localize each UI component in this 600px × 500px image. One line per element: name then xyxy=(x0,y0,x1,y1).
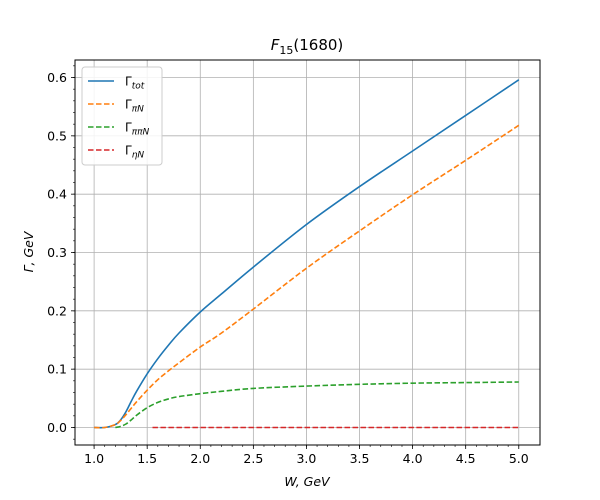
legend-label: ΓππN xyxy=(125,121,150,138)
y-tick-label: 0.1 xyxy=(47,362,67,377)
legend-label: ΓπN xyxy=(125,98,144,115)
y-tick-label: 0.3 xyxy=(47,245,67,260)
y-tick-label: 0.2 xyxy=(47,303,67,318)
y-tick-label: 0.4 xyxy=(47,187,67,202)
x-tick-label: 4.0 xyxy=(403,451,423,466)
chart-title: F15(1680) xyxy=(271,36,344,57)
y-ticks: 0.0 0.1 0.2 0.3 0.4 0.5 0.6 xyxy=(47,65,75,440)
x-tick-label: 2.5 xyxy=(243,451,263,466)
legend-label-main: Γ xyxy=(125,121,132,135)
series-line-N xyxy=(115,381,519,429)
legend-label-main: Γ xyxy=(125,144,132,158)
title-main: F xyxy=(271,36,280,54)
legend-label-subscript: ηN xyxy=(132,151,145,161)
x-axis-label: W, GeV xyxy=(284,474,331,489)
x-tick-label: 1.5 xyxy=(137,451,157,466)
legend-label: ΓηN xyxy=(125,144,144,161)
legend-box xyxy=(81,66,163,166)
title-subscript: 15 xyxy=(279,44,293,57)
y-tick-label: 0.0 xyxy=(47,420,67,435)
legend-label-subscript: ππN xyxy=(132,128,150,138)
x-ticks: 1.0 1.5 2.0 2.5 3.0 3.5 4.0 4.5 5.0 xyxy=(84,445,529,466)
series-layer xyxy=(94,79,520,429)
series-line-N xyxy=(94,124,520,429)
title-rest: (1680) xyxy=(293,36,343,54)
y-tick-label: 0.6 xyxy=(47,70,67,85)
legend-label-main: Γ xyxy=(125,75,132,89)
x-tick-label: 3.0 xyxy=(296,451,316,466)
x-tick-label: 2.0 xyxy=(190,451,210,466)
legend-label-main: Γ xyxy=(125,98,132,112)
grid-layer xyxy=(75,60,540,445)
legend-label-subscript: πN xyxy=(132,105,144,115)
x-tick-label: 4.5 xyxy=(456,451,476,466)
legend-label: Γtot xyxy=(125,75,145,92)
y-axis-label: Γ, GeV xyxy=(21,230,36,272)
x-tick-label: 5.0 xyxy=(509,451,529,466)
x-tick-label: 1.0 xyxy=(84,451,104,466)
x-tick-label: 3.5 xyxy=(350,451,370,466)
legend-label-subscript: tot xyxy=(132,82,145,92)
y-tick-label: 0.5 xyxy=(47,128,67,143)
